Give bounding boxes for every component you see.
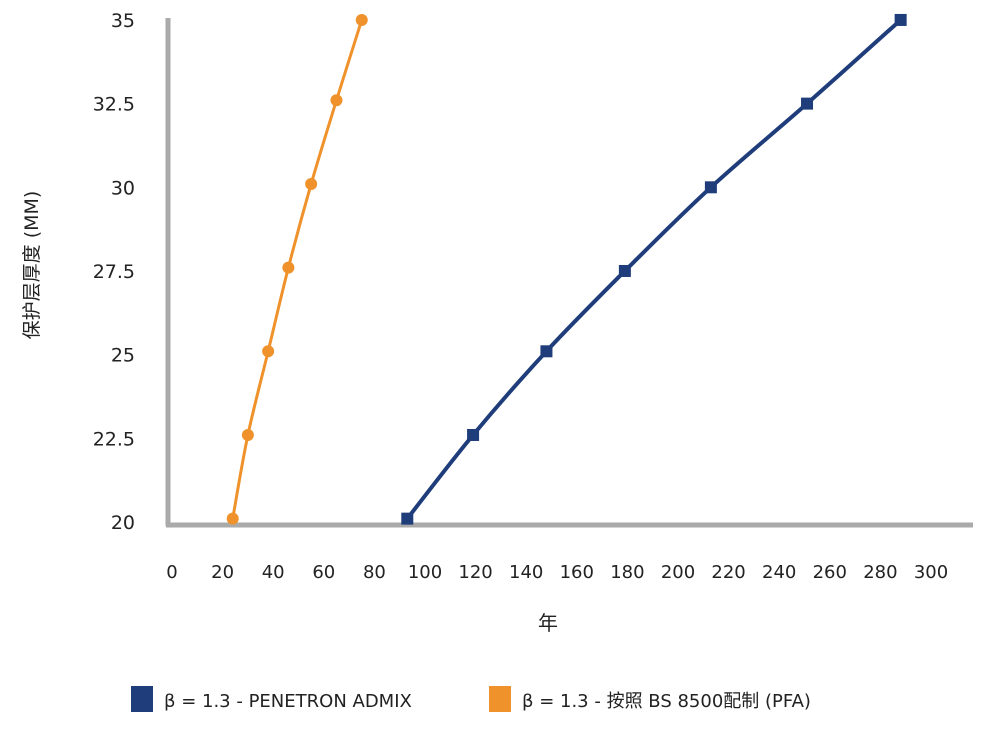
data-point xyxy=(226,512,239,525)
x-tick-labels: 0 20 40 60 80 100 120 140 160 180 200 220 240 260 280 3… xyxy=(166,562,948,583)
x-tick-label: 60 xyxy=(312,562,335,583)
data-point xyxy=(540,345,553,358)
series-line-0 xyxy=(405,18,902,520)
series-line-1 xyxy=(231,19,364,519)
y-tick-label: 22.5 xyxy=(93,428,135,450)
y-tick-label: 25 xyxy=(111,345,135,367)
x-tick-label: 0 xyxy=(166,562,177,583)
legend-swatch-0 xyxy=(131,686,153,712)
y-axis-label: 保护层厚度 (MM) xyxy=(21,191,43,340)
data-point xyxy=(467,428,480,441)
x-tick-label: 280 xyxy=(863,562,897,583)
data-point xyxy=(262,345,275,358)
data-point xyxy=(704,181,717,194)
data-point xyxy=(241,428,254,441)
x-tick-label: 80 xyxy=(363,562,386,583)
x-tick-label: 240 xyxy=(762,562,796,583)
legend: β = 1.3 - PENETRON ADMIX β = 1.3 - 按照 BS… xyxy=(131,686,811,712)
x-tick-label: 100 xyxy=(408,562,442,583)
legend-label-1: β = 1.3 - 按照 BS 8500配制 (PFA) xyxy=(522,691,811,712)
data-point xyxy=(618,264,631,277)
x-tick-label: 120 xyxy=(458,562,492,583)
y-tick-label: 20 xyxy=(111,512,135,534)
x-tick-label: 40 xyxy=(262,562,285,583)
x-tick-label: 160 xyxy=(560,562,594,583)
x-tick-label: 180 xyxy=(610,562,644,583)
x-tick-label: 20 xyxy=(211,562,234,583)
data-point xyxy=(282,261,295,274)
y-tick-label: 32.5 xyxy=(93,94,135,116)
x-tick-label: 200 xyxy=(661,562,695,583)
data-point xyxy=(894,13,907,26)
legend-label-0: β = 1.3 - PENETRON ADMIX xyxy=(164,691,412,712)
data-point xyxy=(401,512,414,525)
data-point xyxy=(330,94,343,107)
x-tick-label: 140 xyxy=(509,562,543,583)
x-tick-label: 260 xyxy=(813,562,847,583)
y-tick-label: 27.5 xyxy=(93,261,135,283)
x-tick-label: 220 xyxy=(711,562,745,583)
data-point xyxy=(305,177,318,190)
y-tick-label: 35 xyxy=(111,10,135,32)
data-point xyxy=(801,97,814,110)
legend-swatch-1 xyxy=(489,686,511,712)
y-tick-labels: 20 22.5 25 27.5 30 32.5 35 xyxy=(93,10,135,534)
x-axis-label: 年 xyxy=(538,611,558,635)
data-point xyxy=(355,13,368,26)
x-tick-label: 300 xyxy=(914,562,948,583)
y-tick-label: 30 xyxy=(111,177,135,199)
